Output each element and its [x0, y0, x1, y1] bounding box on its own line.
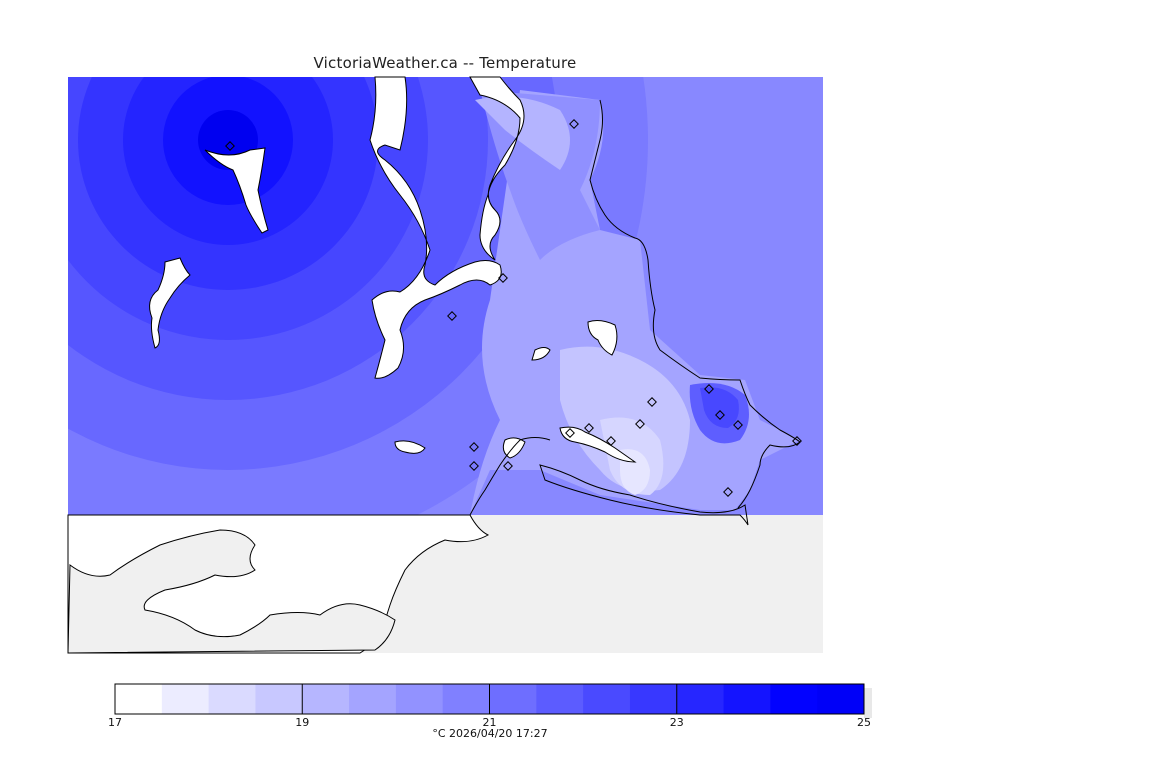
legend-bin: [583, 684, 631, 714]
station-marker: [606, 436, 616, 446]
legend-tick-label: 19: [295, 716, 309, 729]
station-marker: [704, 384, 714, 394]
unit-label: °C: [432, 727, 446, 740]
station-marker: [647, 397, 657, 407]
legend-bin: [115, 684, 163, 714]
station-marker: [792, 436, 802, 446]
station-marker: [715, 410, 725, 420]
legend-bin: [161, 684, 210, 714]
timestamp: 2026/04/20 17:27: [449, 727, 548, 740]
coastline: [469, 99, 801, 516]
map-title: VictoriaWeather.ca -- Temperature: [313, 54, 577, 72]
legend-bin: [302, 684, 350, 714]
station-marker: [733, 420, 743, 430]
station-markers: [225, 119, 802, 497]
station-marker: [565, 428, 575, 438]
islands: [67, 147, 749, 654]
legend-bin: [536, 684, 584, 714]
legend-bin: [255, 684, 303, 714]
legend-tick-label: 25: [857, 716, 871, 729]
island-small-3: [531, 347, 551, 361]
legend-color-bins: [115, 684, 872, 718]
station-marker: [447, 311, 457, 321]
station-marker: [569, 119, 579, 129]
inlet-east: [469, 76, 525, 261]
island-south-west: [67, 529, 396, 654]
station-marker: [225, 141, 235, 151]
temperature-field-east: [470, 90, 800, 515]
legend-tick-label: 23: [670, 716, 684, 729]
station-marker: [635, 419, 645, 429]
island-small-2: [587, 320, 618, 356]
legend-bin: [629, 684, 678, 714]
legend-bin: [349, 684, 397, 714]
island-northwest: [204, 147, 269, 234]
station-marker: [469, 442, 479, 452]
legend-bin: [442, 684, 490, 714]
island-west: [149, 257, 191, 349]
legend-bin: [723, 684, 771, 714]
station-marker: [469, 461, 479, 471]
legend-bin: [208, 684, 256, 714]
legend-caption: °C 2026/04/20 17:27: [0, 727, 980, 740]
bay-inner: [559, 426, 637, 463]
legend-bin: [395, 684, 444, 714]
legend-bin: [489, 684, 537, 714]
legend-tick-label: 17: [108, 716, 122, 729]
station-marker: [503, 461, 513, 471]
legend-ticks: 17 19 21 23 25: [108, 684, 871, 729]
inlet-north: [369, 76, 502, 379]
legend-bin: [817, 684, 865, 714]
legend-bin: [770, 684, 818, 714]
station-marker: [498, 273, 508, 283]
island-small-1: [394, 440, 426, 454]
legend-tick-label: 21: [483, 716, 497, 729]
gulf-islands-coast: [539, 464, 749, 526]
legend-bin: [676, 684, 725, 714]
station-marker: [584, 423, 594, 433]
legend-shadow: [864, 688, 872, 718]
station-marker: [723, 487, 733, 497]
